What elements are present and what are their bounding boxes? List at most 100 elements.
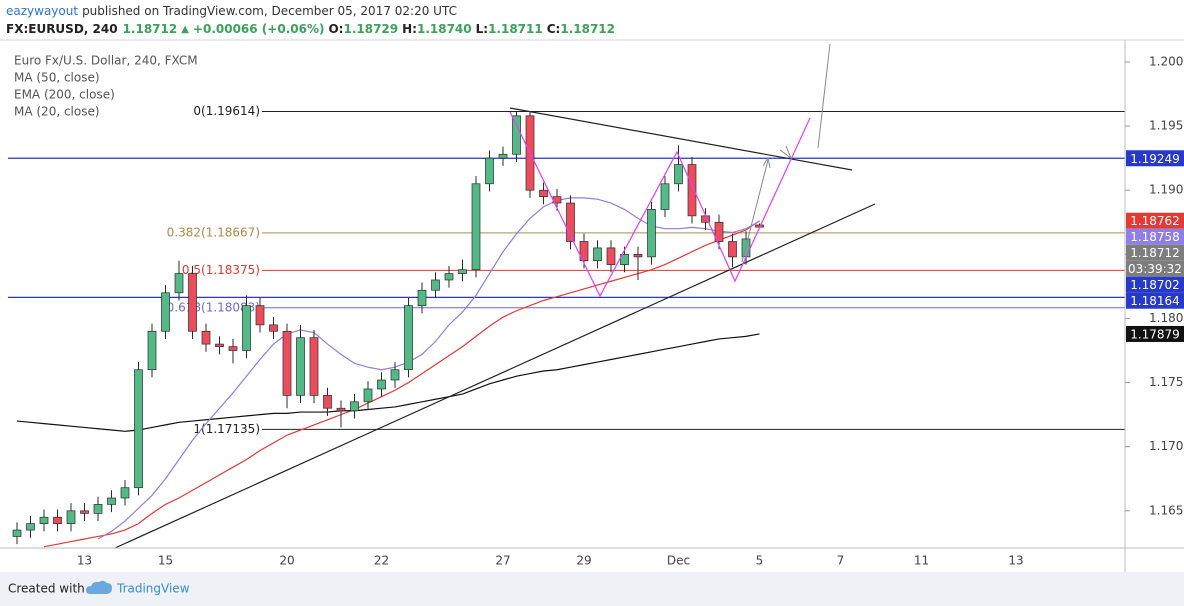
y-tick-label: 1.20000 — [1149, 54, 1184, 68]
author[interactable]: eazywayout — [6, 4, 78, 18]
candle-body — [363, 388, 373, 403]
candle-body — [12, 529, 22, 537]
candle-body — [269, 324, 278, 332]
plot: 0(1.19614)0.382(1.18667)0.5(1.18375)0.61… — [8, 104, 1125, 548]
arrow-head — [779, 145, 793, 160]
candle-body — [404, 305, 413, 371]
candle-body — [606, 247, 616, 265]
price-tag-label: 1.18164 — [1130, 294, 1180, 308]
candle-body — [66, 510, 76, 524]
candle-body — [633, 253, 643, 258]
symbol: FX:EURUSD, 240 — [6, 22, 118, 36]
legend-entry: MA (50, close) — [14, 71, 100, 85]
price-tag-label: 1.18712 — [1130, 246, 1180, 260]
candle-body — [296, 337, 305, 396]
trend-line — [114, 203, 876, 549]
candle-body — [107, 497, 116, 505]
legend: Euro Fx/U.S. Dollar, 240, FXCM MA (50, c… — [14, 54, 198, 119]
footer-brand[interactable]: TradingView — [116, 582, 190, 596]
candle-body — [350, 401, 359, 412]
candle-body — [147, 330, 157, 371]
candle-body — [674, 164, 683, 185]
price-tag — [1126, 325, 1184, 342]
ohlc-label: H: — [402, 22, 417, 36]
candle-body — [444, 273, 454, 281]
arrow-line — [741, 159, 769, 263]
candle-body — [620, 253, 629, 265]
x-tick-label: 13 — [1008, 554, 1023, 568]
candle-body — [309, 337, 319, 396]
candle-body — [539, 189, 548, 197]
candle-body — [687, 164, 697, 217]
x-tick-label: 15 — [158, 554, 173, 568]
candle-body — [215, 343, 224, 348]
indicator-line — [43, 220, 760, 548]
x-tick-label: 13 — [77, 554, 92, 568]
candle-body — [593, 247, 602, 262]
y-tick-label: 1.16500 — [1149, 503, 1184, 517]
price-tag-label: 1.18702 — [1130, 278, 1180, 292]
y-tick-label: 1.18000 — [1149, 311, 1184, 325]
candle-body — [174, 273, 184, 294]
logo — [86, 580, 112, 594]
ohlc-label: O: — [328, 22, 343, 36]
fib-label: 0.382(1.18667) — [167, 225, 260, 239]
candle-body — [80, 510, 89, 514]
up-arrow: ▲ — [181, 24, 189, 35]
legend-entry: EMA (200, close) — [14, 88, 115, 102]
fib-label: 1(1.17135) — [193, 422, 260, 436]
x-tick-label: 27 — [495, 554, 510, 568]
candle-body — [188, 273, 197, 332]
arrow-line — [817, 43, 831, 149]
y-tick-label: 1.17500 — [1149, 375, 1184, 389]
candle-body — [579, 241, 589, 262]
candle-body — [282, 330, 292, 396]
candle-body — [39, 516, 49, 524]
price-tag-label: 1.19249 — [1130, 152, 1180, 166]
candle-body — [458, 269, 467, 274]
candle-body — [714, 221, 724, 242]
candle-body — [728, 241, 737, 258]
candle-body — [647, 209, 656, 258]
footer-text: Created with — [8, 582, 85, 596]
price-tag-label: 1.17879 — [1130, 327, 1180, 341]
legend-title: Euro Fx/U.S. Dollar, 240, FXCM — [14, 54, 198, 68]
candle-body — [471, 183, 481, 271]
candle-body — [134, 369, 143, 489]
x-tick-label: 11 — [914, 554, 929, 568]
candle-body — [242, 305, 251, 351]
candle-body — [26, 523, 35, 531]
candle-body — [498, 153, 508, 159]
trend-line — [509, 107, 853, 171]
footer — [0, 572, 1184, 606]
candle-body — [228, 346, 238, 351]
candle-body — [336, 407, 346, 412]
change: +0.00066 (+0.06%) — [193, 22, 325, 36]
x-tick-label: Dec — [667, 554, 690, 568]
fib-label: 0.5(1.18375) — [182, 263, 260, 277]
y-tick-label: 1.17000 — [1149, 439, 1184, 453]
candle-body — [390, 369, 400, 381]
fib-label: 0(1.19614) — [193, 104, 260, 118]
drawings — [114, 43, 876, 549]
candle-body — [323, 395, 332, 409]
candle-body — [93, 504, 103, 514]
legend-entry: MA (20, close) — [14, 105, 100, 119]
arrow-head — [762, 156, 771, 169]
y-tick-label: 1.19000 — [1149, 183, 1184, 197]
x-tick-label: 7 — [837, 554, 845, 568]
published: published on TradingView.com, December 0… — [82, 4, 457, 18]
ohlc-value: 1.18729 — [343, 22, 398, 36]
countdown: 03:39:32 — [1128, 262, 1182, 276]
countdown-tag — [1126, 260, 1184, 277]
candle-body — [53, 516, 62, 524]
publish-line: eazywayout published on TradingView.com, … — [6, 4, 457, 18]
candle-body — [255, 305, 265, 326]
candle-body — [417, 289, 427, 306]
x-tick-label: 29 — [576, 554, 591, 568]
ohlc-value: 1.18712 — [560, 22, 615, 36]
candle-body — [377, 379, 386, 390]
price-tag — [1126, 228, 1184, 245]
